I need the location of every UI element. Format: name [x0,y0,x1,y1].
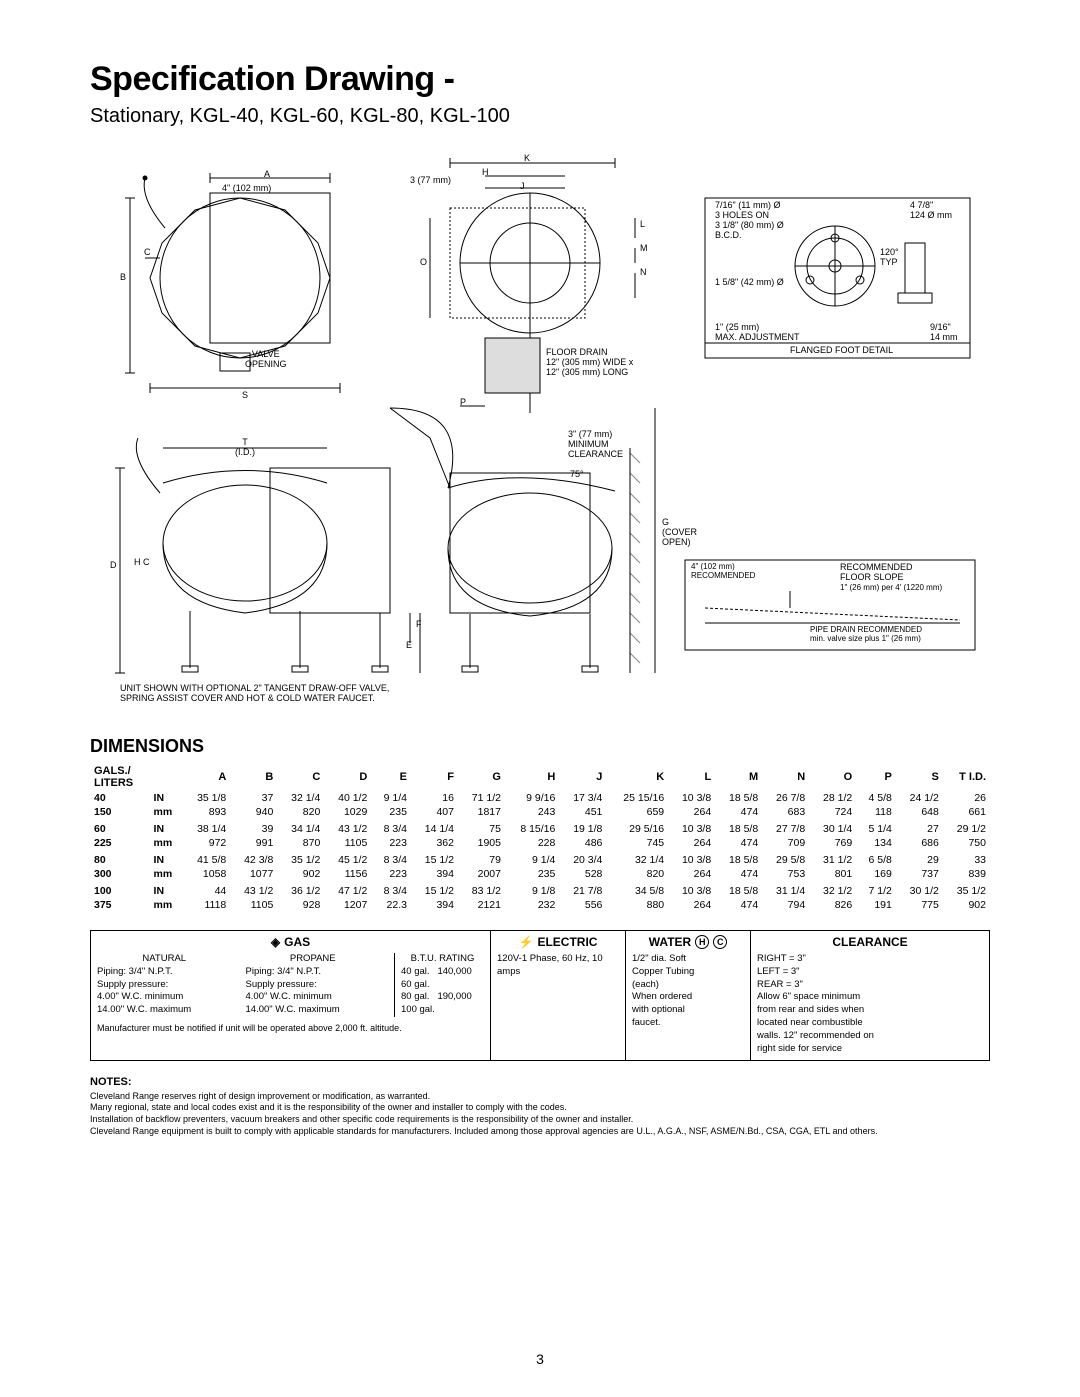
h-icon: H [695,935,709,949]
col-A: A [183,763,230,791]
table-row: 225mm97299187011052233621905228486745264… [90,836,990,850]
lbl-A: A [264,170,270,180]
col-B: B [230,763,277,791]
gas-title: GAS [284,935,310,949]
col-L: L [668,763,715,791]
drawings-area: A 4" (102 mm) B C S VALVE OPENING 3 (77 … [90,148,990,708]
title-suffix: - [435,60,455,98]
table-row: 375mm11181105928120722.33942121232556880… [90,898,990,912]
page-number: 3 [536,1351,544,1367]
bolt-icon: ⚡ [519,935,534,949]
lbl-pipedrain: PIPE DRAIN RECOMMENDED min. valve size p… [810,626,922,644]
col-F: F [411,763,458,791]
water-lines: 1/2" dia. SoftCopper Tubing(each)When or… [632,953,744,1030]
gas-prop-title: PROPANE [246,953,381,966]
notes-section: NOTES: Cleveland Range reserves right of… [90,1075,990,1138]
lbl-4in: 4" (102 mm) [222,184,271,194]
lbl-foot478: 4 7/8" 124 Ø mm [910,201,952,221]
lbl-3in: 3 (77 mm) [410,176,451,186]
dimensions-title: DIMENSIONS [90,736,990,757]
lbl-S: S [242,391,248,401]
lbl-H: H [482,168,489,178]
lbl-floordrain: FLOOR DRAIN 12" (305 mm) WIDE x 12" (305… [546,348,633,378]
dim-hdr1: GALS./ [94,765,131,777]
water-title: WATER [649,935,691,949]
col-TID: T I.D. [943,763,990,791]
lbl-minclr: 3" (77 mm) MINIMUM CLEARANCE [568,430,623,460]
col-K: K [606,763,668,791]
notes-lines: Cleveland Range reserves right of design… [90,1091,990,1138]
clr-title: CLEARANCE [757,935,983,949]
lbl-recslope-left: 4" (102 mm) RECOMMENDED [691,563,755,581]
subtitle: Stationary, KGL-40, KGL-60, KGL-80, KGL-… [90,105,990,128]
col-S: S [896,763,943,791]
notes-title: NOTES: [90,1075,990,1089]
table-row: 80IN41 5/842 3/835 1/245 1/28 3/415 1/27… [90,850,990,867]
lbl-TID: T (I.D.) [235,438,255,458]
lbl-K: K [524,154,530,164]
table-row: 100IN4443 1/236 1/247 1/28 3/415 1/283 1… [90,881,990,898]
lbl-valve: VALVE OPENING [245,350,287,370]
title-main: Specification Drawing [90,60,435,98]
dim-hdr2: LITERS [94,777,133,789]
page-title: Specification Drawing - [90,60,990,99]
col-G: G [458,763,505,791]
col-N: N [762,763,809,791]
drawings-svg [90,148,990,708]
lbl-M: M [640,244,648,254]
col-M: M [715,763,762,791]
lbl-B: B [120,273,126,283]
lbl-N: N [640,268,647,278]
elec-lines: 120V-1 Phase, 60 Hz, 10amps [497,953,619,979]
lbl-flangedfoot: FLANGED FOOT DETAIL [790,346,893,356]
col-C: C [277,763,324,791]
lbl-P: P [460,398,466,408]
col-J: J [559,763,606,791]
col-P: P [856,763,896,791]
lbl-C: C [144,248,151,258]
col-O: O [809,763,856,791]
lbl-J: J [520,182,525,192]
lbl-recslope-val: 1" (26 mm) per 4' (1220 mm) [840,584,942,593]
elec-title: ELECTRIC [537,935,597,949]
gas-note: Manufacturer must be notified if unit wi… [97,1023,484,1033]
gas-btu-title: B.T.U. RATING [401,953,484,966]
table-row: 150mm89394082010292354071817243451659264… [90,805,990,819]
lbl-Gcover: G (COVER OPEN) [662,518,697,548]
clr-lines: RIGHT = 3"LEFT = 3"REAR = 3"Allow 6" spa… [757,953,983,1056]
c-icon: C [713,935,727,949]
lbl-foot1in: 1" (25 mm) MAX. ADJUSTMENT [715,323,800,343]
lbl-foot916: 9/16" 14 mm [930,323,958,343]
table-row: 60IN38 1/43934 1/443 1/28 3/414 1/4758 1… [90,819,990,836]
dimensions-table: GALS./ LITERS A B C D E F G H J K L M N … [90,763,990,912]
col-H: H [505,763,559,791]
lbl-foot158: 1 5/8" (42 mm) Ø [715,278,784,288]
lbl-F: F [416,620,422,630]
lbl-foot716: 7/16" (11 mm) Ø 3 HOLES ON 3 1/8" (80 mm… [715,201,784,241]
flame-icon: ◈ [271,935,280,949]
lbl-recslope-title: RECOMMENDED FLOOR SLOPE [840,563,913,583]
lbl-75: 75° [570,470,584,480]
gas-nat-lines: Piping: 3/4" N.P.T.Supply pressure: 4.00… [97,966,232,1017]
lbl-HC: H C [134,558,150,568]
lbl-L: L [640,220,645,230]
lbl-D: D [110,561,117,571]
lbl-O: O [420,258,427,268]
lbl-foot120: 120° TYP [880,248,899,268]
col-E: E [371,763,411,791]
table-row: 40IN35 1/83732 1/440 1/29 1/41671 1/29 9… [90,791,990,805]
lbl-unitnote: UNIT SHOWN WITH OPTIONAL 2" TANGENT DRAW… [120,684,389,704]
utilities-box: ◈ GAS NATURAL Piping: 3/4" N.P.T.Supply p… [90,930,990,1061]
gas-prop-lines: Piping: 3/4" N.P.T.Supply pressure: 4.00… [246,966,381,1017]
lbl-E: E [406,641,412,651]
col-D: D [324,763,371,791]
table-row: 300mm10581077902115622339420072355288202… [90,867,990,881]
gas-nat-title: NATURAL [97,953,232,966]
gas-btu-lines: 40 gal. 140,00060 gal.80 gal. 190,000100… [401,966,484,1017]
